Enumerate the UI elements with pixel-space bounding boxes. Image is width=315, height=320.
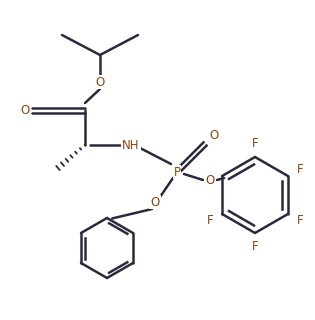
Text: F: F xyxy=(297,214,303,228)
Text: O: O xyxy=(150,196,160,209)
Text: O: O xyxy=(95,76,105,89)
Text: F: F xyxy=(252,137,258,149)
Text: O: O xyxy=(205,173,215,187)
Text: F: F xyxy=(252,241,258,253)
Text: F: F xyxy=(207,214,213,228)
Text: O: O xyxy=(20,103,30,116)
Text: F: F xyxy=(297,163,303,175)
Text: P: P xyxy=(174,165,180,179)
Text: NH: NH xyxy=(122,139,140,151)
Text: O: O xyxy=(209,129,219,141)
